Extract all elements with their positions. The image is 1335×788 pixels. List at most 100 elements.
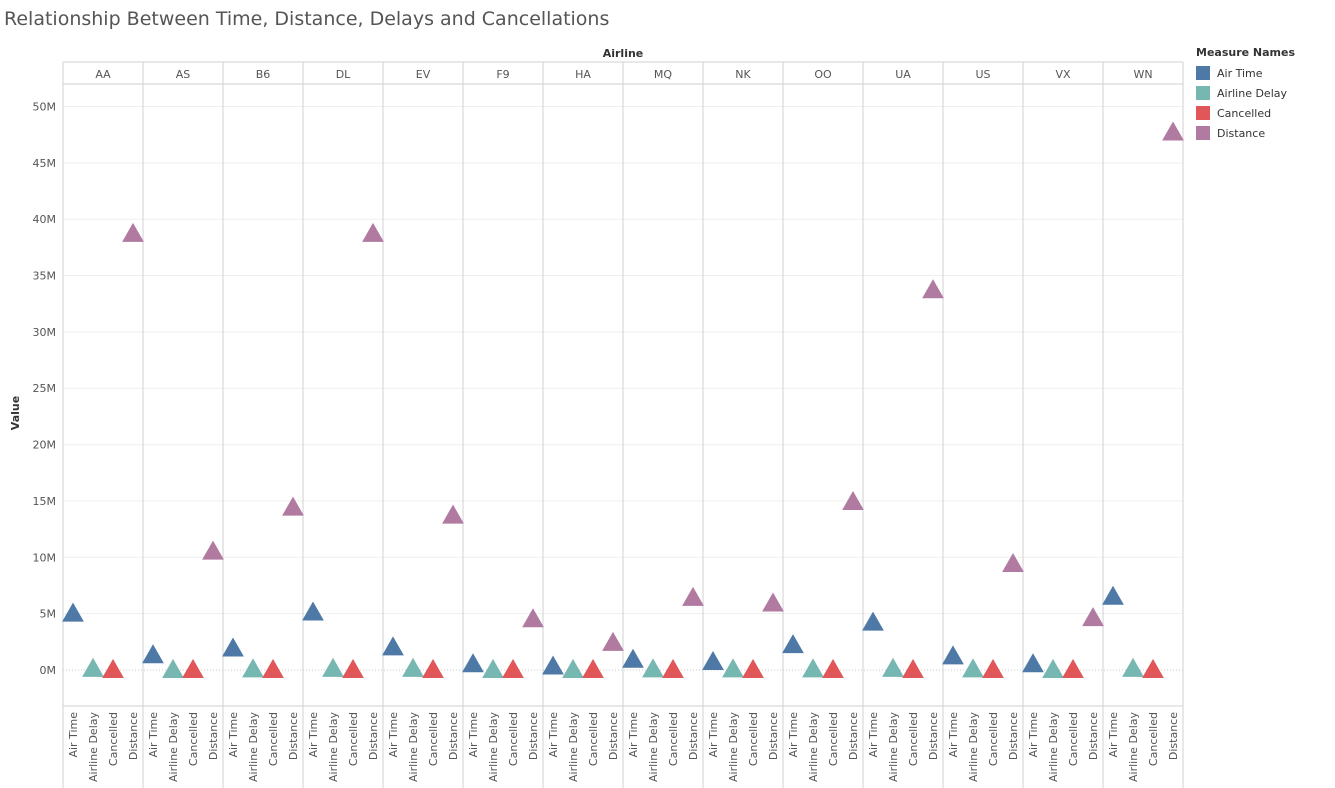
data-point-dl-cancelled: [342, 658, 364, 678]
data-point-us-air-time: [942, 645, 964, 665]
data-point-oo-air-time: [782, 634, 804, 654]
x-tick-label: Air Time: [147, 712, 160, 758]
airline-header-ha: HA: [575, 68, 591, 81]
airline-header-mq: MQ: [654, 68, 672, 81]
x-tick-label: Airline Delay: [887, 712, 900, 782]
data-point-us-cancelled: [982, 658, 1004, 678]
x-tick-label: Distance: [1087, 712, 1100, 760]
legend-item-distance[interactable]: Distance: [1196, 123, 1331, 143]
data-point-ev-airline-delay: [402, 657, 424, 677]
data-point-as-distance: [202, 540, 224, 560]
data-point-ua-air-time: [862, 611, 884, 631]
data-point-vx-airline-delay: [1042, 658, 1064, 678]
data-point-aa-distance: [122, 222, 144, 242]
data-point-us-airline-delay: [962, 658, 984, 678]
x-tick-label: Cancelled: [667, 712, 680, 766]
x-tick-label: Cancelled: [267, 712, 280, 766]
data-point-f9-air-time: [462, 653, 484, 673]
airline-header-b6: B6: [256, 68, 271, 81]
legend-item-air-time[interactable]: Air Time: [1196, 63, 1331, 83]
y-tick-label: 30M: [33, 326, 57, 339]
x-tick-label: Air Time: [67, 712, 80, 758]
airline-header-dl: DL: [336, 68, 351, 81]
data-point-b6-cancelled: [262, 658, 284, 678]
x-tick-label: Air Time: [1027, 712, 1040, 758]
data-point-as-air-time: [142, 644, 164, 664]
legend-title: Measure Names: [1196, 46, 1296, 59]
column-header-title: Airline: [603, 47, 644, 60]
airline-header-oo: OO: [814, 68, 832, 81]
x-tick-label: Cancelled: [347, 712, 360, 766]
y-tick-label: 10M: [33, 551, 57, 564]
data-point-ev-distance: [442, 504, 464, 524]
data-point-dl-air-time: [302, 601, 324, 621]
data-point-aa-cancelled: [102, 658, 124, 678]
data-point-b6-air-time: [222, 637, 244, 657]
data-point-dl-distance: [362, 222, 384, 242]
data-point-b6-distance: [282, 496, 304, 516]
x-tick-label: Cancelled: [107, 712, 120, 766]
data-point-mq-air-time: [622, 648, 644, 668]
x-tick-label: Distance: [607, 712, 620, 760]
x-tick-label: Distance: [927, 712, 940, 760]
x-tick-label: Airline Delay: [247, 712, 260, 782]
data-point-wn-airline-delay: [1122, 657, 1144, 677]
x-tick-label: Air Time: [867, 712, 880, 758]
x-tick-label: Air Time: [307, 712, 320, 758]
x-tick-label: Distance: [207, 712, 220, 760]
x-tick-label: Distance: [1167, 712, 1180, 760]
x-tick-label: Airline Delay: [727, 712, 740, 782]
x-tick-label: Air Time: [947, 712, 960, 758]
x-tick-label: Cancelled: [187, 712, 200, 766]
y-tick-label: 0M: [40, 664, 57, 677]
x-tick-label: Distance: [847, 712, 860, 760]
data-point-ha-airline-delay: [562, 658, 584, 678]
legend-label: Airline Delay: [1217, 86, 1287, 100]
data-point-wn-cancelled: [1142, 658, 1164, 678]
data-point-mq-airline-delay: [642, 658, 664, 678]
data-point-oo-airline-delay: [802, 658, 824, 678]
x-tick-label: Distance: [767, 712, 780, 760]
y-tick-label: 15M: [33, 495, 57, 508]
legend-item-cancelled[interactable]: Cancelled: [1196, 103, 1331, 123]
data-point-mq-cancelled: [662, 658, 684, 678]
x-tick-label: Cancelled: [987, 712, 1000, 766]
x-tick-label: Air Time: [787, 712, 800, 758]
data-point-nk-distance: [762, 592, 784, 612]
airline-header-vx: VX: [1055, 68, 1071, 81]
legend-swatch: [1196, 106, 1210, 120]
x-tick-label: Cancelled: [827, 712, 840, 766]
x-tick-label: Distance: [447, 712, 460, 760]
data-point-nk-air-time: [702, 651, 724, 671]
data-point-b6-airline-delay: [242, 658, 264, 678]
legend-label: Distance: [1217, 126, 1266, 140]
x-tick-label: Airline Delay: [167, 712, 180, 782]
legend: Measure Names Air Time Airline Delay Cance…: [1196, 46, 1331, 143]
y-axis-label: Value: [9, 396, 22, 430]
chart-title: Relationship Between Time, Distance, Del…: [4, 8, 610, 30]
x-tick-label: Distance: [687, 712, 700, 760]
airline-header-ua: UA: [895, 68, 911, 81]
airline-header-as: AS: [176, 68, 191, 81]
data-point-as-airline-delay: [162, 658, 184, 678]
data-point-ua-distance: [922, 279, 944, 299]
x-tick-label: Air Time: [467, 712, 480, 758]
x-tick-label: Air Time: [227, 712, 240, 758]
x-tick-label: Airline Delay: [647, 712, 660, 782]
x-tick-label: Airline Delay: [567, 712, 580, 782]
x-tick-label: Airline Delay: [1127, 712, 1140, 782]
x-tick-label: Cancelled: [907, 712, 920, 766]
x-tick-label: Cancelled: [1067, 712, 1080, 766]
legend-label: Air Time: [1217, 66, 1263, 80]
data-point-wn-distance: [1162, 121, 1184, 141]
x-tick-label: Airline Delay: [967, 712, 980, 782]
faceted-scatter-chart: Airline 0M 5M 10M 15M 20M 25M 30M 35M 40M 45M 50M Va…: [9, 47, 1184, 788]
airline-header-nk: NK: [735, 68, 751, 81]
y-tick-label: 25M: [33, 382, 57, 395]
x-tick-label: Distance: [1007, 712, 1020, 760]
data-point-aa-airline-delay: [82, 657, 104, 677]
airline-header-f9: F9: [496, 68, 509, 81]
airline-header-us: US: [975, 68, 990, 81]
data-point-vx-distance: [1082, 607, 1104, 627]
legend-item-airline-delay[interactable]: Airline Delay: [1196, 83, 1331, 103]
